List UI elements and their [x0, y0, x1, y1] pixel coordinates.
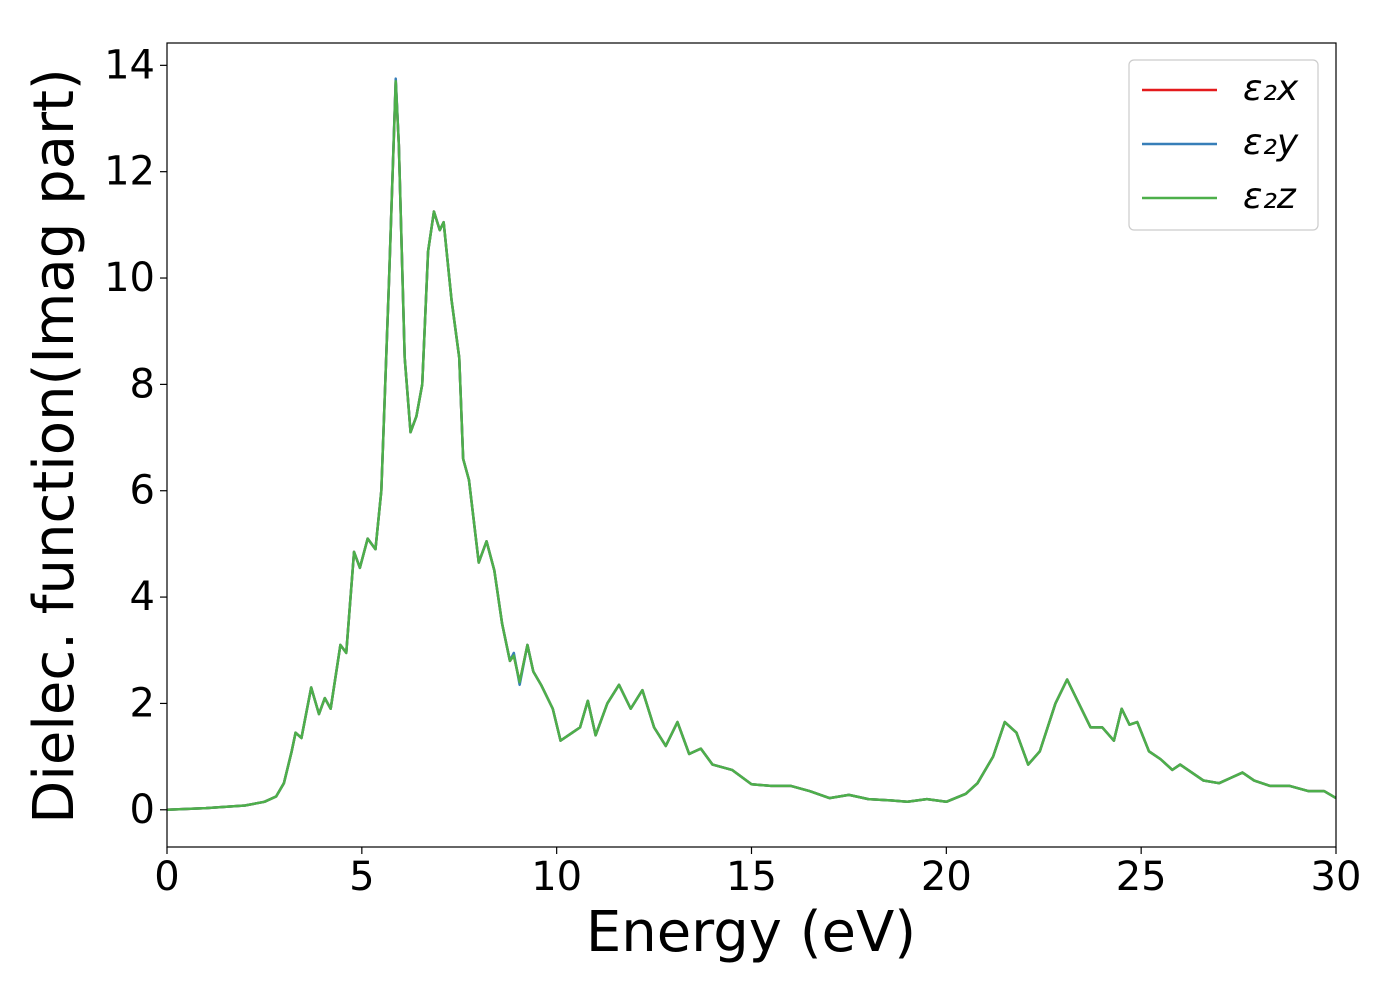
plot: [167, 77, 1336, 812]
x-tick-label: 20: [921, 854, 972, 900]
y-tick-label: 0: [130, 787, 155, 833]
x-tick-label: 0: [154, 854, 179, 900]
y-tick-label: 6: [130, 468, 155, 514]
x-tick-label: 10: [531, 854, 582, 900]
plot-frame: [166, 42, 1337, 848]
y-axis-label: Dielec. function(Imag part): [22, 68, 87, 824]
x-axis-label: Energy (eV): [586, 900, 916, 965]
legend-label: ε₂x: [1243, 68, 1299, 109]
y-tick-label: 4: [130, 574, 155, 620]
legend-label: ε₂y: [1243, 122, 1299, 163]
y-tick-label: 14: [104, 42, 155, 88]
legend-label: ε₂z: [1243, 176, 1297, 217]
x-tick-label: 30: [1311, 854, 1362, 900]
y-tick-label: 2: [130, 680, 155, 726]
legend-box: [1128, 59, 1319, 231]
y-tick-label: 12: [104, 149, 155, 195]
x-tick-label: 5: [349, 854, 374, 900]
data-line: [167, 80, 1336, 812]
x-tick-label: 15: [726, 854, 777, 900]
legend: ε₂x ε₂y ε₂z: [1128, 59, 1319, 231]
y-tick-label: 8: [130, 361, 155, 407]
x-tick-label: 25: [1116, 854, 1167, 900]
y-tick-label: 10: [104, 255, 155, 301]
